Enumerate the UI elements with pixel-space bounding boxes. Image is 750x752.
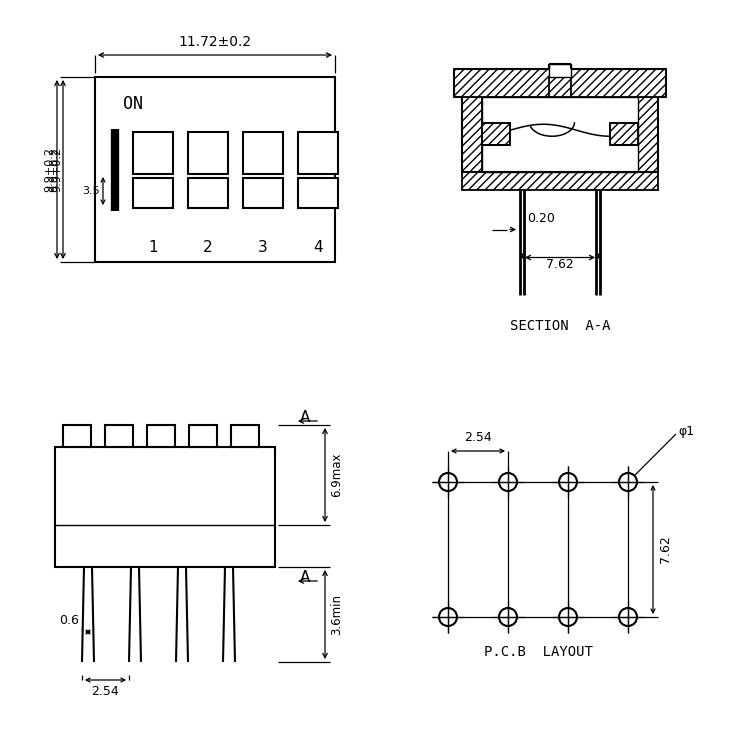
Text: A: A — [300, 410, 310, 424]
Text: 3.6min: 3.6min — [330, 594, 343, 635]
Bar — [482, 123, 510, 145]
Text: 0.6: 0.6 — [59, 614, 79, 627]
Text: 11.72±0.2: 11.72±0.2 — [178, 35, 251, 49]
Bar — [549, 63, 571, 77]
Bar — [95, 77, 335, 262]
Text: ON: ON — [123, 95, 143, 113]
Text: 2.54: 2.54 — [464, 431, 492, 444]
Bar — [243, 132, 283, 174]
Bar — [298, 132, 338, 174]
Bar — [147, 425, 175, 447]
Bar — [462, 96, 482, 171]
Bar — [189, 425, 217, 447]
Text: 2: 2 — [203, 241, 213, 256]
Text: 9.9+0.2: 9.9+0.2 — [49, 147, 59, 192]
Bar — [231, 425, 259, 447]
Text: SECTION  A-A: SECTION A-A — [510, 320, 610, 333]
Text: A: A — [300, 569, 310, 584]
Text: 0.20: 0.20 — [527, 211, 555, 225]
Text: 1: 1 — [148, 241, 158, 256]
Text: 6.9max: 6.9max — [330, 453, 343, 497]
Text: 3.5: 3.5 — [82, 186, 100, 196]
Bar — [188, 178, 228, 208]
Bar — [133, 132, 173, 174]
Text: φ1: φ1 — [678, 426, 694, 438]
Bar — [55, 447, 275, 567]
Bar — [462, 171, 658, 190]
Text: 2.54: 2.54 — [92, 685, 119, 698]
Bar — [610, 123, 638, 145]
Bar — [298, 178, 338, 208]
Bar — [549, 77, 571, 96]
Text: 3: 3 — [258, 241, 268, 256]
Text: P.C.B  LAYOUT: P.C.B LAYOUT — [484, 645, 592, 659]
Bar — [188, 132, 228, 174]
Bar — [482, 96, 638, 171]
Bar — [243, 178, 283, 208]
Bar — [454, 68, 666, 96]
Bar — [63, 425, 91, 447]
Text: 9.9+0.2: 9.9+0.2 — [52, 147, 62, 192]
Text: 4: 4 — [314, 241, 322, 256]
Bar — [105, 425, 133, 447]
Text: 7.62: 7.62 — [546, 259, 574, 271]
Text: 9.9+0.2: 9.9+0.2 — [44, 147, 54, 192]
Bar — [133, 178, 173, 208]
Text: 7.62: 7.62 — [659, 535, 672, 563]
Bar — [638, 96, 658, 171]
